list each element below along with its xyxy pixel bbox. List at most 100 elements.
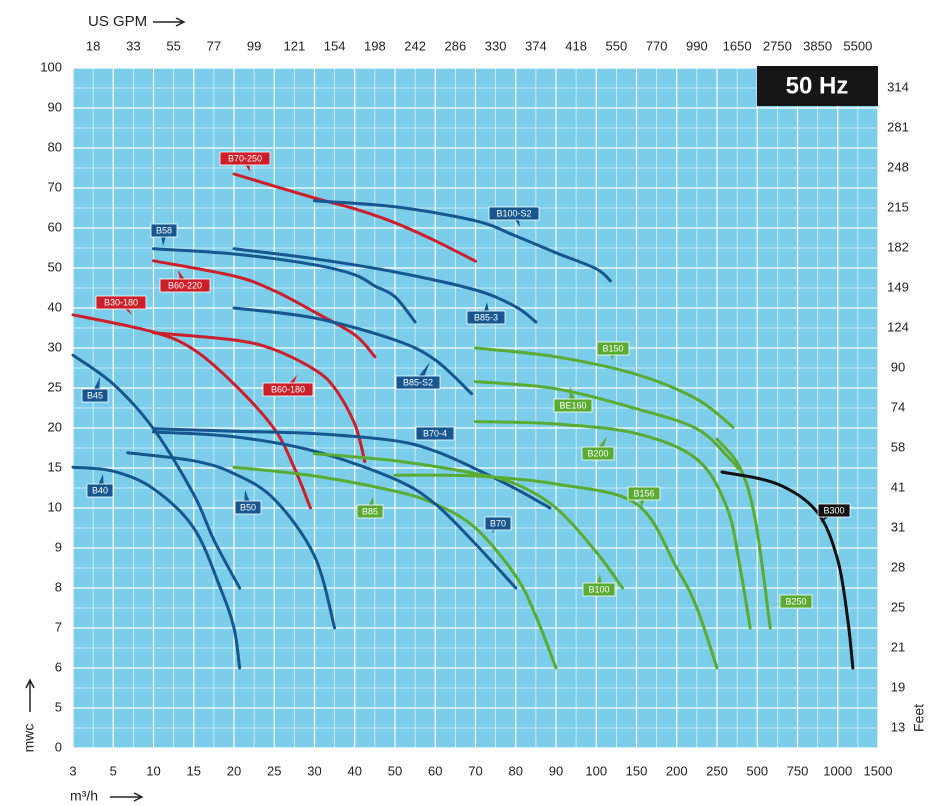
top-tick-label: 2750 — [763, 38, 792, 53]
curve-name: B100 — [588, 584, 609, 594]
pump-curve — [71, 465, 242, 670]
top-tick-label: 550 — [606, 38, 628, 53]
label-box — [596, 341, 630, 356]
x-tick-label: 1500 — [864, 763, 893, 778]
pump-curve — [720, 470, 855, 670]
right-tick-label: 19 — [891, 679, 905, 694]
right-tick-label: 28 — [891, 559, 905, 574]
curve-name: B85 — [362, 506, 378, 516]
curve-labels: B70-250 B100-S2 B58 B60-220 B30-180 B85-3 B85-… — [81, 151, 851, 609]
top-tick-label: 330 — [485, 38, 507, 53]
x-tick-label: 10 — [146, 763, 160, 778]
curve-label: B85-3 — [466, 302, 506, 325]
y-tick-label: 5 — [55, 699, 62, 714]
x-tick-label: 40 — [348, 763, 362, 778]
curve-name: B40 — [92, 485, 108, 495]
top-tick-label: 55 — [166, 38, 180, 53]
curve-name: B58 — [156, 225, 172, 235]
pump-curve — [152, 427, 552, 510]
right-axis-label: Feet — [911, 704, 927, 732]
x-tick-label: 90 — [549, 763, 563, 778]
x-tick-label: 750 — [787, 763, 809, 778]
curve-label: B85-S2 — [395, 362, 441, 390]
y-tick-label: 60 — [48, 219, 62, 234]
y-tick-label: 100 — [40, 59, 62, 74]
pump-curve — [313, 452, 624, 590]
curve-label: B60-220 — [159, 270, 211, 293]
pump-curve — [152, 331, 367, 464]
x-tick-label: 20 — [227, 763, 241, 778]
curve-name: B30-180 — [104, 297, 138, 307]
curve-name: B250 — [785, 596, 806, 606]
right-tick-label: 215 — [887, 199, 909, 214]
curve-label: B45 — [81, 377, 109, 403]
label-box — [466, 310, 506, 325]
pump-curve — [715, 437, 772, 630]
top-axis-label: US GPM — [88, 13, 147, 30]
arrow — [25, 678, 35, 712]
pump-curve — [232, 172, 477, 263]
curve-label: B300 — [817, 503, 851, 523]
arrow — [110, 792, 144, 802]
top-tick-label: 154 — [324, 38, 346, 53]
x-tick-label: 150 — [626, 763, 648, 778]
label-box — [395, 375, 441, 390]
pump-curve — [232, 306, 473, 396]
label-box — [356, 504, 384, 519]
x-tick-label: 60 — [428, 763, 442, 778]
top-tick-label: 33 — [126, 38, 140, 53]
y-tick-label: 15 — [48, 459, 62, 474]
pump-curve — [313, 199, 612, 283]
x-tick-label: 15 — [187, 763, 201, 778]
y-tick-label: 70 — [48, 179, 62, 194]
label-box — [581, 446, 615, 461]
x-tick-label: 25 — [267, 763, 281, 778]
right-tick-label: 248 — [887, 159, 909, 174]
pump-curve — [71, 353, 242, 590]
top-tick-label: 1650 — [723, 38, 752, 53]
x-tick-label: 70 — [468, 763, 482, 778]
curve-name: B60-180 — [271, 384, 305, 394]
top-tick-label: 198 — [364, 38, 386, 53]
pump-curve — [152, 430, 518, 590]
curve-name: B70 — [490, 518, 506, 528]
curves — [71, 172, 855, 670]
top-tick-label: 77 — [207, 38, 221, 53]
y-tick-label: 40 — [48, 299, 62, 314]
label-box — [150, 223, 178, 238]
right-tick-label: 21 — [891, 639, 905, 654]
top-tick-label: 18 — [86, 38, 100, 53]
curve-name: B156 — [633, 488, 654, 498]
right-tick-label: 74 — [891, 399, 905, 414]
right-tick-label: 90 — [891, 359, 905, 374]
pump-curve — [152, 259, 377, 359]
curve-name: B70-250 — [228, 153, 262, 163]
curve-name: BE160 — [559, 400, 586, 410]
curve-label: B70 — [484, 516, 512, 533]
curve-label: B60-180 — [262, 375, 314, 397]
curve-name: B50 — [240, 502, 256, 512]
arrow — [153, 17, 186, 27]
top-tick-label: 286 — [445, 38, 467, 53]
curve-label: B156 — [627, 486, 661, 508]
x-tick-label: 200 — [666, 763, 688, 778]
y-tick-label: 25 — [48, 379, 62, 394]
curve-name: B200 — [587, 448, 608, 458]
curve-label: B70-250 — [219, 151, 271, 172]
x-tick-label: 5 — [110, 763, 117, 778]
pump-curve — [474, 380, 740, 471]
y-tick-label: 7 — [55, 619, 62, 634]
pump-curve — [232, 247, 538, 324]
y-tick-label: 80 — [48, 139, 62, 154]
top-tick-label: 99 — [247, 38, 261, 53]
x-tick-label: 500 — [746, 763, 768, 778]
curve-name: B45 — [87, 390, 103, 400]
curve-label: B250 — [770, 594, 813, 609]
pump-curve — [71, 313, 312, 510]
top-tick-label: 418 — [565, 38, 587, 53]
label-box — [415, 426, 455, 441]
pump-curve — [126, 451, 337, 630]
label-box — [95, 295, 147, 310]
label-box — [488, 206, 540, 221]
right-tick-label: 182 — [887, 239, 909, 254]
